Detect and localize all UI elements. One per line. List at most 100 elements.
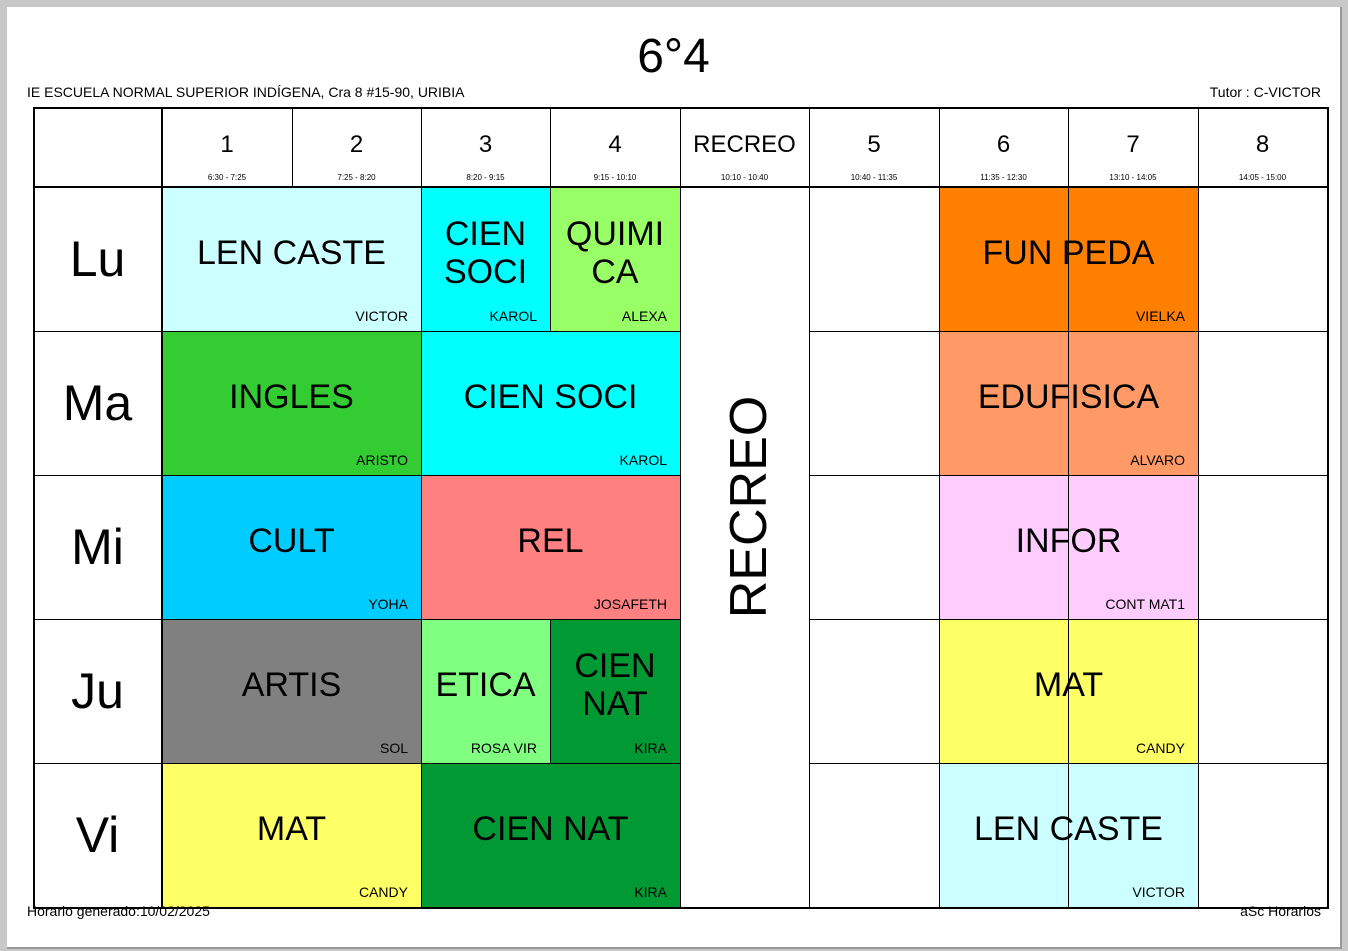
- period-label: 3: [478, 131, 493, 158]
- lesson-teacher: KIRA: [634, 740, 667, 756]
- grid-line: [162, 475, 163, 619]
- period-label: 4: [608, 131, 622, 158]
- lesson-cell: INGLES ARISTO: [162, 331, 421, 475]
- lesson-cell: CIEN NAT KIRA: [421, 763, 680, 907]
- period-time: 10:10 - 10:40: [720, 173, 769, 182]
- lesson-subject: FUN PEDA: [982, 234, 1155, 272]
- grid-line: [809, 107, 810, 187]
- generated-date: Horario generado:10/02/2025: [27, 903, 210, 919]
- period-header: 4 9:15 - 10:10: [550, 107, 680, 187]
- period-label: 8: [1255, 131, 1270, 158]
- period-label: 5: [867, 131, 881, 158]
- lesson-teacher: VICTOR: [355, 308, 408, 324]
- grid-line: [939, 475, 940, 619]
- grid-line: [421, 187, 422, 331]
- period-time: 6:30 - 7:25: [207, 173, 247, 182]
- grid-line: [33, 475, 680, 476]
- period-time: 11:35 - 12:30: [980, 173, 1027, 182]
- lesson-teacher: VICTOR: [1132, 884, 1185, 900]
- lesson-teacher: JOSAFETH: [593, 596, 667, 612]
- grid-line: [1198, 475, 1199, 619]
- period-header: 8 14:05 - 15:00: [1198, 107, 1327, 187]
- lesson-teacher: CONT MAT1: [1105, 596, 1185, 612]
- lesson-cell: MAT CANDY: [162, 763, 421, 907]
- grid-line: [939, 619, 940, 763]
- lesson-teacher: ARISTO: [356, 452, 408, 468]
- day-label: Vi: [75, 807, 120, 863]
- lesson-subject: INGLES: [229, 378, 354, 416]
- grid-line: [680, 331, 681, 475]
- period-label: 6: [996, 131, 1011, 158]
- grid-line: [939, 187, 940, 331]
- period-label: 7: [1126, 131, 1140, 158]
- period-time: 8:20 - 9:15: [466, 173, 505, 182]
- lesson-subject: CIEN SOCI: [443, 215, 528, 291]
- lesson-subject: LEN CASTE: [197, 234, 386, 272]
- period-label: RECREO: [693, 131, 796, 158]
- grid-line: [809, 763, 1329, 764]
- lesson-subject: ETICA: [435, 666, 536, 704]
- grid-line: [939, 331, 940, 475]
- grid-line: [1198, 619, 1199, 763]
- grid-line: [33, 107, 1329, 109]
- day-label: Ju: [71, 663, 124, 719]
- lesson-subject: ARTIS: [241, 666, 342, 704]
- grid-line: [680, 187, 681, 331]
- lesson-subject: QUIMI CA: [565, 215, 665, 291]
- period-header: RECREO 10:10 - 10:40: [680, 107, 809, 187]
- period-header: 1 6:30 - 7:25: [162, 107, 292, 187]
- grid-line: [33, 907, 1329, 909]
- recreo-vertical-label: RECREO: [719, 395, 778, 619]
- grid-line: [162, 331, 163, 475]
- lesson-cell: CIEN SOCI KAROL: [421, 331, 680, 475]
- lesson-teacher: VIELKA: [1135, 308, 1185, 324]
- grid-line: [421, 475, 422, 619]
- lesson-cell: CIEN NAT KIRA: [550, 619, 680, 763]
- grid-line: [1198, 331, 1199, 475]
- grid-line: [680, 763, 681, 907]
- lesson-subject: MAT: [256, 810, 327, 848]
- grid-line: [33, 763, 680, 764]
- period-header: 5 10:40 - 11:35: [809, 107, 939, 187]
- grid-line: [550, 187, 551, 331]
- lesson-cell: CULT YOHA: [162, 475, 421, 619]
- period-header: 7 13:10 - 14:05: [1068, 107, 1198, 187]
- grid-line: [939, 107, 940, 187]
- grid-line: [550, 107, 551, 187]
- lesson-teacher: SOL: [379, 740, 408, 756]
- grid-line: [809, 331, 1329, 332]
- lesson-cell: ETICA ROSA VIR: [421, 619, 550, 763]
- lesson-teacher: CANDY: [1135, 740, 1185, 756]
- grid-line: [809, 619, 1329, 620]
- lesson-teacher: ROSA VIR: [470, 740, 537, 756]
- lesson-teacher: KIRA: [634, 884, 667, 900]
- period-time: 13:10 - 14:05: [1109, 173, 1157, 182]
- grid-line: [162, 763, 163, 907]
- day-label: Mi: [71, 519, 124, 575]
- period-time: 9:15 - 10:10: [593, 173, 637, 182]
- grid-line: [421, 107, 422, 187]
- tutor-label: Tutor : C-VICTOR: [1209, 84, 1321, 100]
- timetable-grid: 1 6:30 - 7:25 2 7:25 - 8:20 3 8:20 - 9:15 4 9:1…: [33, 107, 1329, 909]
- grid-line: [680, 475, 681, 619]
- app-name: aSc Horarios: [1240, 903, 1321, 919]
- grid-line: [421, 331, 422, 475]
- grid-line: [1068, 107, 1069, 187]
- grid-line: [33, 619, 680, 620]
- grid-line: [33, 107, 35, 909]
- lesson-teacher: CANDY: [358, 884, 408, 900]
- timetable-sheet: 6°4 IE ESCUELA NORMAL SUPERIOR INDÍGENA,…: [7, 7, 1342, 949]
- class-title: 6°4: [637, 30, 710, 83]
- grid-line: [809, 475, 1329, 476]
- lesson-cell: CIEN SOCI KAROL: [421, 187, 550, 331]
- grid-line: [550, 619, 551, 763]
- grid-line: [1198, 187, 1199, 331]
- lesson-cell: LEN CASTE VICTOR: [162, 187, 421, 331]
- grid-line: [1327, 107, 1329, 909]
- grid-line: [680, 619, 681, 763]
- lesson-subject: CULT: [248, 522, 335, 560]
- period-header: 6 11:35 - 12:30: [939, 107, 1068, 187]
- grid-line: [939, 763, 940, 907]
- lesson-cell: QUIMI CA ALEXA: [550, 187, 680, 331]
- grid-line: [1198, 107, 1199, 187]
